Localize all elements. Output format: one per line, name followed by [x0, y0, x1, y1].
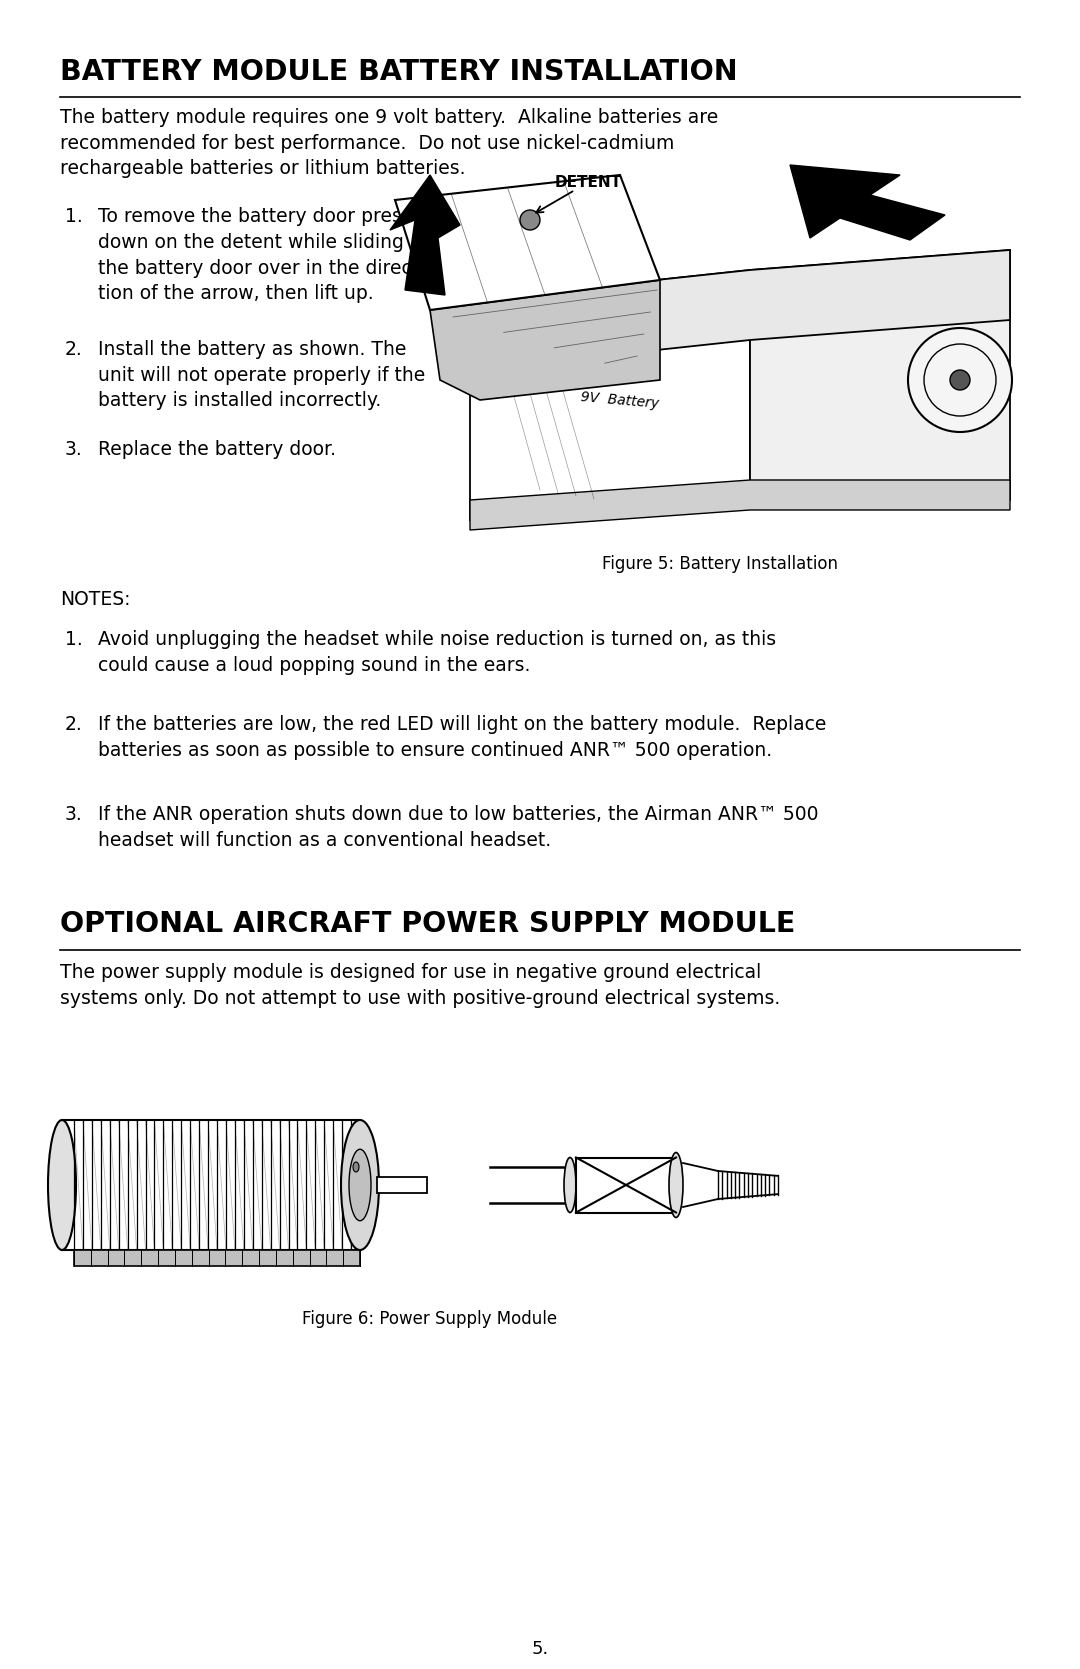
Bar: [62, 1120, 362, 1250]
Text: 9V  Battery: 9V Battery: [580, 389, 660, 411]
Text: 3.: 3.: [65, 804, 83, 824]
Text: BATTERY MODULE BATTERY INSTALLATION: BATTERY MODULE BATTERY INSTALLATION: [60, 58, 738, 87]
Text: The battery module requires one 9 volt battery.  Alkaline batteries are
recommen: The battery module requires one 9 volt b…: [60, 108, 718, 179]
Bar: [377, 1177, 427, 1193]
Text: 2.: 2.: [65, 714, 83, 734]
Circle shape: [908, 329, 1012, 432]
Ellipse shape: [564, 1158, 576, 1212]
Text: 3.: 3.: [65, 441, 83, 459]
Ellipse shape: [353, 1162, 359, 1172]
Text: DETENT: DETENT: [555, 175, 622, 190]
Ellipse shape: [48, 1120, 76, 1250]
Text: 1.: 1.: [65, 207, 83, 225]
Text: Figure 5: Battery Installation: Figure 5: Battery Installation: [602, 556, 838, 572]
Text: If the batteries are low, the red LED will light on the battery module.  Replace: If the batteries are low, the red LED wi…: [98, 714, 826, 759]
Bar: [576, 1158, 676, 1212]
Polygon shape: [789, 165, 945, 240]
Text: The power supply module is designed for use in negative ground electrical
system: The power supply module is designed for …: [60, 963, 780, 1008]
Polygon shape: [470, 270, 750, 521]
Text: 5.: 5.: [531, 1641, 549, 1657]
Polygon shape: [395, 175, 660, 310]
Text: Replace the battery door.: Replace the battery door.: [98, 441, 336, 459]
Polygon shape: [390, 175, 460, 295]
Text: Install the battery as shown. The
unit will not operate properly if the
battery : Install the battery as shown. The unit w…: [98, 340, 426, 411]
Polygon shape: [470, 481, 1010, 531]
Bar: [75, 1250, 360, 1267]
Text: NOTES:: NOTES:: [60, 591, 131, 609]
Polygon shape: [470, 250, 1010, 371]
Text: Avoid unplugging the headset while noise reduction is turned on, as this
could c: Avoid unplugging the headset while noise…: [98, 629, 777, 674]
Polygon shape: [750, 250, 1010, 501]
Text: Figure 6: Power Supply Module: Figure 6: Power Supply Module: [302, 1310, 557, 1329]
Circle shape: [950, 371, 970, 391]
Ellipse shape: [349, 1150, 372, 1220]
Ellipse shape: [669, 1153, 683, 1217]
Text: To remove the battery door press
down on the detent while sliding
the battery do: To remove the battery door press down on…: [98, 207, 418, 304]
Polygon shape: [430, 280, 660, 401]
Text: 1.: 1.: [65, 629, 83, 649]
Circle shape: [519, 210, 540, 230]
Ellipse shape: [341, 1120, 379, 1250]
Text: 2.: 2.: [65, 340, 83, 359]
Text: OPTIONAL AIRCRAFT POWER SUPPLY MODULE: OPTIONAL AIRCRAFT POWER SUPPLY MODULE: [60, 910, 795, 938]
Text: If the ANR operation shuts down due to low batteries, the Airman ANR™ 500
headse: If the ANR operation shuts down due to l…: [98, 804, 819, 850]
